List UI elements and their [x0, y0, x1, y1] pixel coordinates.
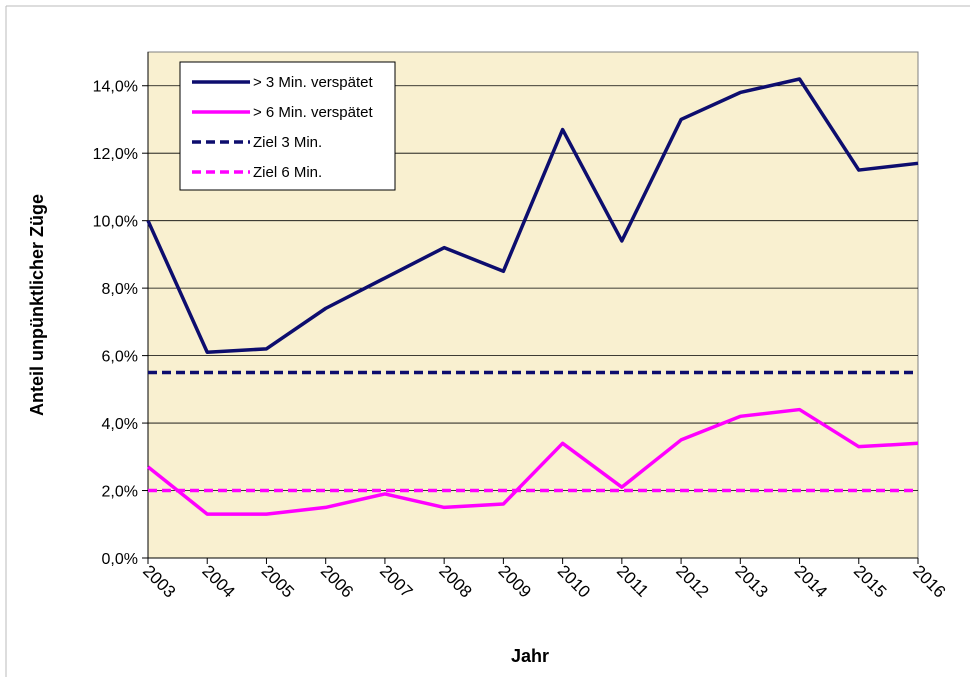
y-tick-label: 12,0%	[93, 146, 138, 163]
x-tick-label: 2008	[435, 561, 475, 601]
y-tick-label: 10,0%	[93, 214, 138, 231]
y-axis-title: Anteil unpünktlicher Züge	[27, 194, 47, 416]
x-tick-label: 2007	[376, 561, 416, 601]
y-tick-label: 2,0%	[102, 484, 138, 501]
legend-label: Ziel 3 Min.	[253, 134, 322, 151]
y-tick-label: 14,0%	[93, 79, 138, 96]
y-tick-label: 4,0%	[102, 416, 138, 433]
y-tick-label: 0,0%	[102, 551, 138, 568]
x-tick-label: 2006	[317, 561, 357, 601]
legend-label: > 3 Min. verspätet	[253, 74, 373, 91]
x-tick-label: 2010	[554, 561, 594, 601]
x-tick-label: 2004	[198, 561, 238, 601]
series-line	[146, 77, 919, 354]
legend-label: Ziel 6 Min.	[253, 164, 322, 181]
x-tick-label: 2016	[909, 561, 949, 601]
legend-label: > 6 Min. verspätet	[253, 104, 373, 121]
x-tick-label: 2015	[850, 561, 890, 601]
y-tick-label: 6,0%	[102, 349, 138, 366]
x-tick-label: 2011	[613, 561, 652, 600]
y-tick-label: 8,0%	[102, 281, 138, 298]
x-tick-label: 2013	[731, 561, 771, 601]
x-axis-title: Jahr	[511, 646, 549, 666]
x-tick-label: 2005	[258, 561, 298, 601]
x-tick-label: 2012	[672, 561, 712, 601]
x-tick-label: 2014	[791, 561, 831, 601]
x-tick-label: 2003	[139, 561, 179, 601]
x-tick-label: 2009	[495, 561, 535, 601]
series-line	[146, 407, 919, 516]
